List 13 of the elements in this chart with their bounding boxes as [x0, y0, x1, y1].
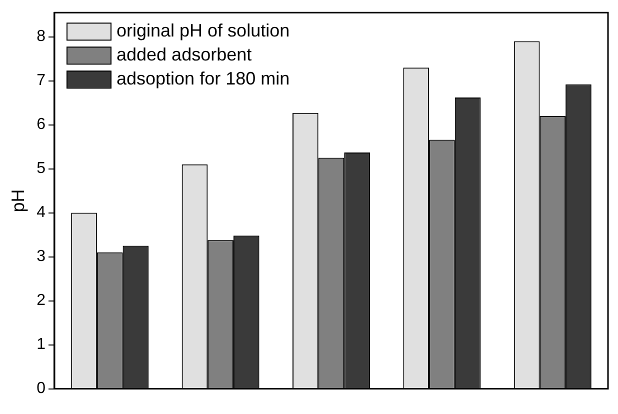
y-tick-label: 8 — [36, 28, 46, 46]
legend-label: added adsorbent — [116, 44, 252, 65]
legend-label: adsoption for 180 min — [116, 68, 290, 89]
y-tick-label: 1 — [36, 336, 46, 354]
y-tick-label: 2 — [36, 292, 46, 310]
y-tick-label: 5 — [36, 160, 46, 178]
y-tick-label: 0 — [36, 380, 46, 398]
legend-label: original pH of solution — [116, 20, 290, 41]
y-tick-label: 4 — [36, 204, 46, 222]
y-tick-label: 7 — [36, 72, 46, 90]
y-tick-label: 6 — [36, 116, 46, 134]
y-axis-title: pH — [8, 189, 28, 212]
y-tick-label: 3 — [36, 248, 46, 266]
